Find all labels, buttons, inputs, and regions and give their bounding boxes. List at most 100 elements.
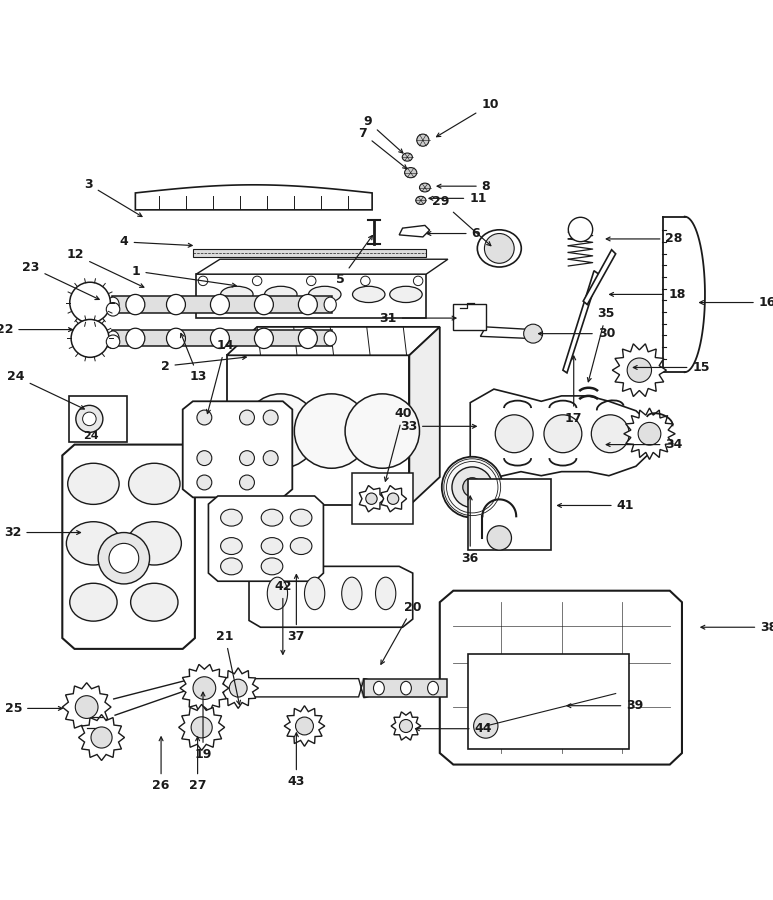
Ellipse shape xyxy=(267,577,288,609)
Text: 2: 2 xyxy=(161,356,247,373)
Polygon shape xyxy=(218,668,258,708)
Polygon shape xyxy=(359,485,385,512)
Polygon shape xyxy=(624,408,675,460)
Ellipse shape xyxy=(166,328,186,348)
Ellipse shape xyxy=(376,577,396,609)
Circle shape xyxy=(91,727,112,748)
Text: 27: 27 xyxy=(189,737,206,792)
Circle shape xyxy=(295,394,369,468)
Ellipse shape xyxy=(220,509,242,526)
Text: 37: 37 xyxy=(288,574,305,644)
Polygon shape xyxy=(223,679,373,698)
Text: 7: 7 xyxy=(359,127,407,168)
Text: 31: 31 xyxy=(380,311,456,325)
Polygon shape xyxy=(79,715,124,760)
Ellipse shape xyxy=(291,509,312,526)
Text: 5: 5 xyxy=(336,236,373,286)
Circle shape xyxy=(197,475,212,490)
Circle shape xyxy=(240,451,254,465)
Ellipse shape xyxy=(298,328,318,348)
Polygon shape xyxy=(193,249,426,256)
Ellipse shape xyxy=(427,681,438,695)
Text: 40: 40 xyxy=(384,407,412,482)
Polygon shape xyxy=(111,296,332,312)
Text: 39: 39 xyxy=(567,699,643,712)
Polygon shape xyxy=(563,271,599,373)
Circle shape xyxy=(197,451,212,465)
Text: 20: 20 xyxy=(381,600,422,664)
Circle shape xyxy=(442,457,502,518)
Polygon shape xyxy=(209,496,323,581)
Text: 42: 42 xyxy=(274,580,291,654)
Circle shape xyxy=(264,451,278,465)
Text: 19: 19 xyxy=(194,692,212,760)
Circle shape xyxy=(70,283,111,323)
Bar xyxy=(352,473,413,525)
Text: 3: 3 xyxy=(84,178,142,217)
Circle shape xyxy=(106,335,120,348)
Polygon shape xyxy=(63,445,195,649)
Ellipse shape xyxy=(402,153,412,161)
Ellipse shape xyxy=(254,294,274,315)
Text: 24: 24 xyxy=(7,370,84,410)
Circle shape xyxy=(193,677,216,699)
Text: 24: 24 xyxy=(83,431,99,441)
Circle shape xyxy=(523,324,543,343)
Circle shape xyxy=(414,276,423,285)
Circle shape xyxy=(83,412,96,426)
Text: 16: 16 xyxy=(700,296,773,309)
Ellipse shape xyxy=(254,328,274,348)
Circle shape xyxy=(307,276,316,285)
Ellipse shape xyxy=(404,167,417,177)
Ellipse shape xyxy=(324,331,336,346)
Ellipse shape xyxy=(390,286,422,302)
Ellipse shape xyxy=(261,558,283,575)
Ellipse shape xyxy=(131,583,178,621)
Circle shape xyxy=(452,467,492,508)
Text: 35: 35 xyxy=(587,307,615,382)
Text: 1: 1 xyxy=(131,265,237,287)
Ellipse shape xyxy=(70,583,117,621)
Ellipse shape xyxy=(308,286,341,302)
Circle shape xyxy=(75,696,98,718)
Ellipse shape xyxy=(210,328,230,348)
Text: 38: 38 xyxy=(701,621,773,634)
Ellipse shape xyxy=(477,230,521,267)
Text: 15: 15 xyxy=(633,361,710,374)
Circle shape xyxy=(76,405,103,432)
Ellipse shape xyxy=(107,331,119,346)
Ellipse shape xyxy=(66,522,121,565)
Ellipse shape xyxy=(416,196,426,204)
Polygon shape xyxy=(391,712,421,740)
Circle shape xyxy=(361,276,370,285)
Ellipse shape xyxy=(352,286,385,302)
Circle shape xyxy=(487,526,512,550)
Circle shape xyxy=(463,478,482,497)
Circle shape xyxy=(485,233,514,264)
Circle shape xyxy=(366,493,377,504)
Circle shape xyxy=(295,717,313,735)
Ellipse shape xyxy=(126,328,145,348)
Circle shape xyxy=(197,410,212,425)
Ellipse shape xyxy=(220,558,242,575)
Ellipse shape xyxy=(400,681,411,695)
Ellipse shape xyxy=(126,294,145,315)
Text: 44: 44 xyxy=(415,722,492,735)
Ellipse shape xyxy=(210,294,230,315)
Ellipse shape xyxy=(373,681,384,695)
Circle shape xyxy=(71,320,109,357)
Text: 41: 41 xyxy=(557,499,634,512)
Circle shape xyxy=(495,415,533,453)
Ellipse shape xyxy=(342,577,362,609)
Polygon shape xyxy=(249,566,413,627)
Circle shape xyxy=(106,302,120,316)
Text: 22: 22 xyxy=(0,323,73,336)
Polygon shape xyxy=(583,250,615,304)
Polygon shape xyxy=(63,683,111,732)
Text: 25: 25 xyxy=(5,702,63,715)
Text: 23: 23 xyxy=(22,261,99,300)
Ellipse shape xyxy=(107,297,119,312)
Ellipse shape xyxy=(166,294,186,315)
Circle shape xyxy=(544,415,582,453)
Bar xyxy=(468,479,550,550)
